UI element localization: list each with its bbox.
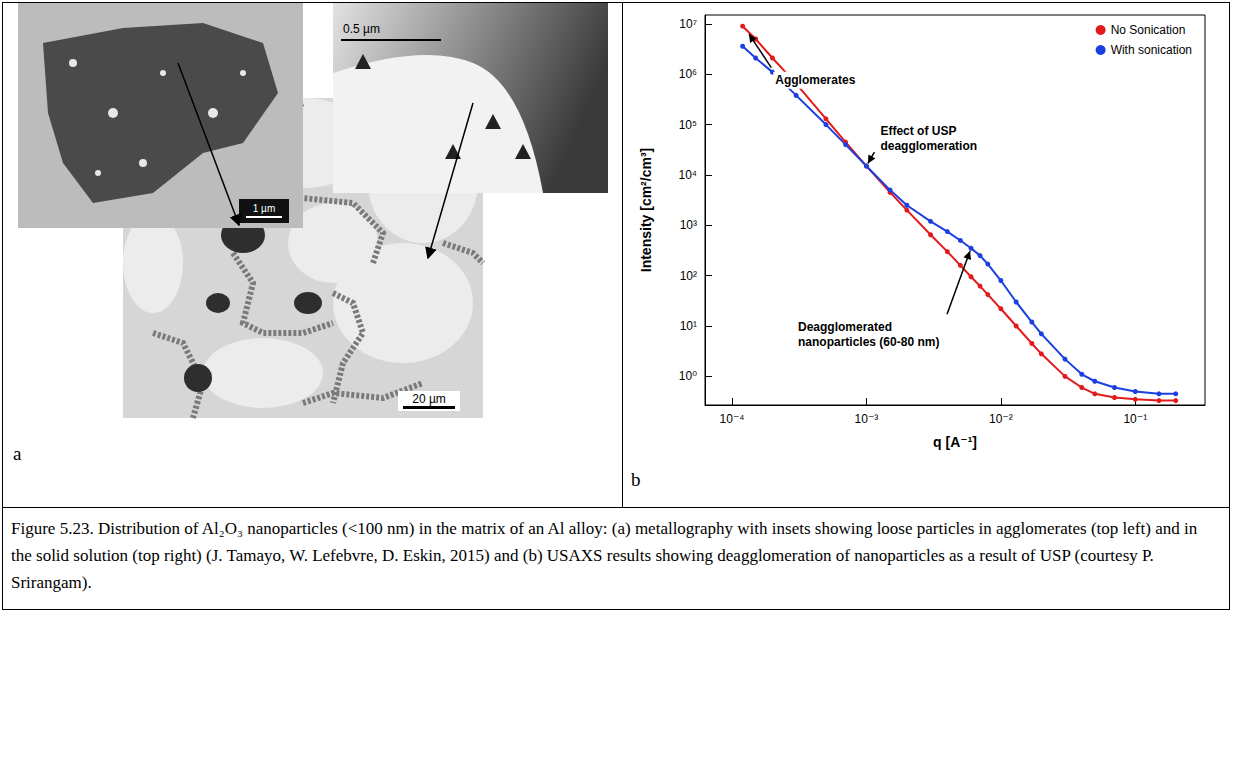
svg-text:10²: 10²: [680, 269, 697, 283]
svg-text:10⁰: 10⁰: [679, 369, 697, 383]
svg-text:Intensity [cm²/cm³]: Intensity [cm²/cm³]: [638, 148, 654, 272]
svg-text:10⁵: 10⁵: [679, 118, 697, 132]
svg-text:1 µm: 1 µm: [253, 203, 275, 214]
svg-text:10⁴: 10⁴: [678, 168, 697, 182]
svg-text:nanoparticles (60-80 nm): nanoparticles (60-80 nm): [798, 335, 939, 349]
svg-text:10⁷: 10⁷: [679, 17, 697, 31]
html-text:b: b: [631, 469, 641, 490]
svg-text:10⁻²: 10⁻²: [989, 412, 1013, 426]
html-text:a: a: [13, 443, 22, 464]
svg-text:10⁻⁴: 10⁻⁴: [720, 412, 745, 426]
svg-text:0.5 µm: 0.5 µm: [343, 22, 380, 36]
svg-text:10⁶: 10⁶: [679, 67, 697, 81]
svg-text:deagglomeration: deagglomeration: [880, 139, 977, 153]
svg-text:20 µm: 20 µm: [412, 392, 446, 406]
svg-text:No Sonication: No Sonication: [1111, 23, 1186, 37]
svg-text:10¹: 10¹: [680, 319, 697, 333]
svg-text:q [A⁻¹]: q [A⁻¹]: [933, 434, 977, 450]
html-text:Figure 5.23. Distribution of A: Figure 5.23. Distribution of Al₂O₃ nanop…: [11, 519, 1198, 592]
svg-text:10⁻³: 10⁻³: [855, 412, 879, 426]
svg-text:With sonication: With sonication: [1111, 43, 1192, 57]
svg-text:Agglomerates: Agglomerates: [775, 73, 855, 87]
svg-text:Effect of USP: Effect of USP: [880, 124, 956, 138]
svg-text:Deagglomerated: Deagglomerated: [798, 320, 892, 334]
svg-text:10⁻¹: 10⁻¹: [1123, 412, 1147, 426]
svg-text:10³: 10³: [680, 218, 697, 232]
